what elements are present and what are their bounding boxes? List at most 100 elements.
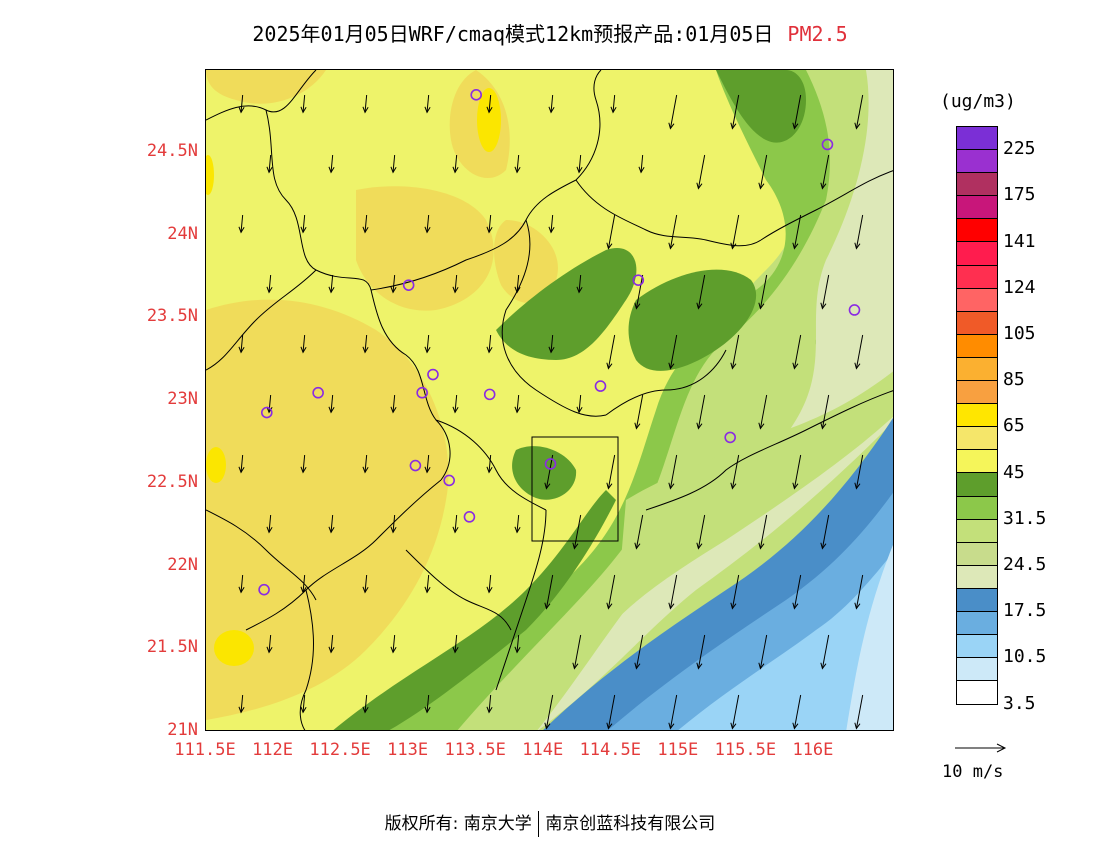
colorbar-label: 31.5 (1003, 507, 1047, 529)
colorbar-swatch (957, 219, 997, 243)
station-marker (470, 89, 482, 101)
wind-arrow (730, 334, 740, 370)
colorbar-label: 124 (1003, 276, 1036, 298)
wind-arrow (328, 514, 335, 534)
wind-arrow (668, 94, 678, 130)
colorbar-swatch (957, 681, 997, 705)
lat-label: 22N (167, 554, 198, 575)
wind-arrow (328, 634, 335, 654)
colorbar-label: 45 (1003, 461, 1025, 483)
wind-arrow (544, 574, 554, 610)
wind-arrow (572, 634, 582, 670)
wind-arrow (300, 694, 307, 714)
colorbar-swatch (957, 565, 997, 589)
wind-arrow (548, 94, 555, 114)
station-markers (258, 89, 861, 596)
wind-arrow (362, 454, 369, 474)
wind-arrow (854, 214, 864, 250)
wind-arrow (758, 514, 768, 550)
lon-label: 114E (522, 740, 564, 760)
title-species: PM2.5 (787, 22, 848, 46)
colorbar-label: 65 (1003, 415, 1025, 437)
wind-arrow (362, 574, 369, 594)
wind-arrow (606, 334, 616, 370)
station-marker (821, 138, 834, 151)
yellow-65-spots (206, 88, 501, 666)
wind-arrow (362, 94, 369, 114)
wind-arrow (424, 214, 431, 234)
wind-arrow (300, 214, 307, 234)
wind-arrow (820, 514, 830, 550)
wind-arrow (424, 574, 431, 594)
copyright-footer: 版权所有: 南京大学 南京创蓝科技有限公司 (0, 809, 1100, 837)
wind-arrow (758, 154, 768, 190)
darker-yellow-zones (206, 70, 558, 720)
map-panel[interactable] (205, 69, 894, 731)
wind-arrow (792, 94, 802, 130)
wind-arrow (548, 214, 555, 234)
wind-arrow (424, 454, 431, 474)
colorbar-label: 10.5 (1003, 646, 1047, 668)
wind-arrow (238, 574, 245, 594)
wind-arrow (486, 694, 493, 714)
inland-green-patch (616, 371, 893, 620)
wind-arrow (390, 154, 397, 174)
wind-key-label: 10 m/s (942, 762, 1004, 782)
wind-arrow (266, 514, 273, 534)
wind-arrow (266, 634, 273, 654)
lon-label: 113.5E (444, 740, 506, 760)
wind-arrow (638, 154, 645, 174)
station-marker (594, 380, 607, 392)
wind-arrow (486, 94, 493, 114)
wind-arrow (328, 274, 335, 294)
wind-arrow (300, 574, 307, 594)
wind-arrow (668, 574, 678, 610)
wind-arrow (606, 214, 616, 250)
wind-arrow (634, 394, 644, 430)
wind-arrow (300, 454, 307, 474)
station-marker (312, 386, 324, 399)
colorbar-swatch (957, 311, 997, 335)
title-main: 2025年01月05日WRF/cmaq模式12km预报产品:01月05日 (252, 22, 774, 46)
wind-arrow (668, 454, 678, 490)
subregion-box (531, 436, 619, 542)
wind-arrow (328, 154, 335, 174)
colorbar (956, 126, 998, 706)
wind-arrow (452, 274, 459, 294)
station-marker (724, 431, 736, 444)
colorbar-swatch (957, 519, 997, 543)
wind-arrow (758, 634, 768, 670)
wind-arrow (514, 514, 521, 534)
station-marker (258, 583, 270, 596)
wind-arrow (452, 514, 459, 534)
lon-label: 112.5E (309, 740, 371, 760)
wind-arrow (668, 214, 678, 250)
station-marker (463, 511, 476, 523)
wind-arrow (390, 514, 397, 534)
wind-arrow (634, 634, 644, 670)
lon-label: 114.5E (579, 740, 641, 760)
wind-arrow (362, 694, 369, 714)
wind-arrow (572, 514, 582, 550)
station-marker (427, 368, 439, 381)
colorbar-label: 225 (1003, 138, 1036, 160)
colorbar-swatch (957, 427, 997, 451)
lat-label: 21N (167, 720, 198, 740)
wind-arrow (328, 394, 335, 414)
station-marker (260, 406, 273, 419)
admin-boundaries (206, 70, 893, 730)
lat-label: 23N (167, 389, 198, 409)
pale-green-zone (537, 70, 893, 730)
pm25-map (206, 70, 893, 730)
wind-arrow (238, 214, 245, 234)
wind-arrow (820, 394, 830, 430)
wind-arrow (362, 334, 369, 354)
wind-arrow (548, 334, 555, 354)
lon-label: 115.5E (714, 740, 777, 760)
wind-arrow (634, 514, 644, 550)
wind-arrow (238, 94, 245, 114)
wind-arrow (854, 454, 864, 490)
wind-arrow (266, 154, 273, 174)
wind-arrow (544, 454, 554, 490)
colorbar-swatch (957, 127, 997, 151)
